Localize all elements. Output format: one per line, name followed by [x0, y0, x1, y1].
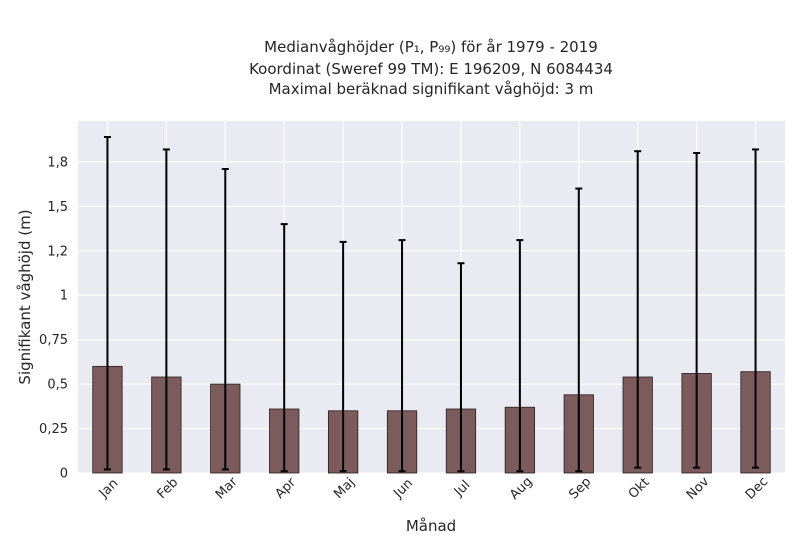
x-tick-label-okt: Okt — [626, 475, 653, 502]
y-tick-label: 0,25 — [39, 422, 68, 437]
y-axis-label: Signifikant våghöjd (m) — [16, 209, 34, 384]
y-tick-label: 0,5 — [47, 378, 68, 393]
x-tick-label-nov: Nov — [684, 474, 713, 503]
x-tick-label-jul: Jul — [451, 478, 473, 500]
error-bars — [103, 136, 760, 473]
title-line-3: Maximal beräknad signifikant våghöjd: 3 … — [269, 80, 594, 98]
y-tick-label: 1 — [60, 289, 68, 304]
x-tick-labels: Jan Feb Mar Apr Maj Jun Jul Aug Sep Okt Nov Dec — [96, 474, 771, 503]
x-tick-label-maj: Maj — [331, 475, 358, 502]
title-line-1: Medianvåghöjder (P₁, P₉₉) för år 1979 - … — [264, 38, 598, 56]
x-tick-label-apr: Apr — [272, 475, 299, 502]
x-tick-label-feb: Feb — [154, 475, 181, 502]
x-tick-label-jan: Jan — [96, 476, 121, 501]
x-tick-label-aug: Aug — [507, 474, 536, 503]
y-tick-label: 1,2 — [47, 244, 68, 259]
y-tick-labels: 0 0,25 0,5 0,75 1 1,2 1,5 1,8 — [39, 155, 68, 481]
title-line-2: Koordinat (Sweref 99 TM): E 196209, N 60… — [249, 60, 613, 78]
y-tick-label: 1,5 — [47, 200, 68, 215]
y-tick-label: 1,8 — [47, 155, 68, 170]
plot-area — [78, 121, 785, 473]
chart-title: Medianvåghöjder (P₁, P₉₉) för år 1979 - … — [249, 38, 613, 98]
y-tick-label: 0 — [60, 467, 68, 482]
x-tick-label-sep: Sep — [566, 475, 594, 503]
x-tick-label-dec: Dec — [743, 474, 771, 502]
x-tick-label-mar: Mar — [213, 474, 241, 502]
y-tick-label: 0,75 — [39, 333, 68, 348]
x-tick-label-jun: Jun — [390, 476, 416, 502]
x-axis-label: Månad — [406, 517, 456, 535]
